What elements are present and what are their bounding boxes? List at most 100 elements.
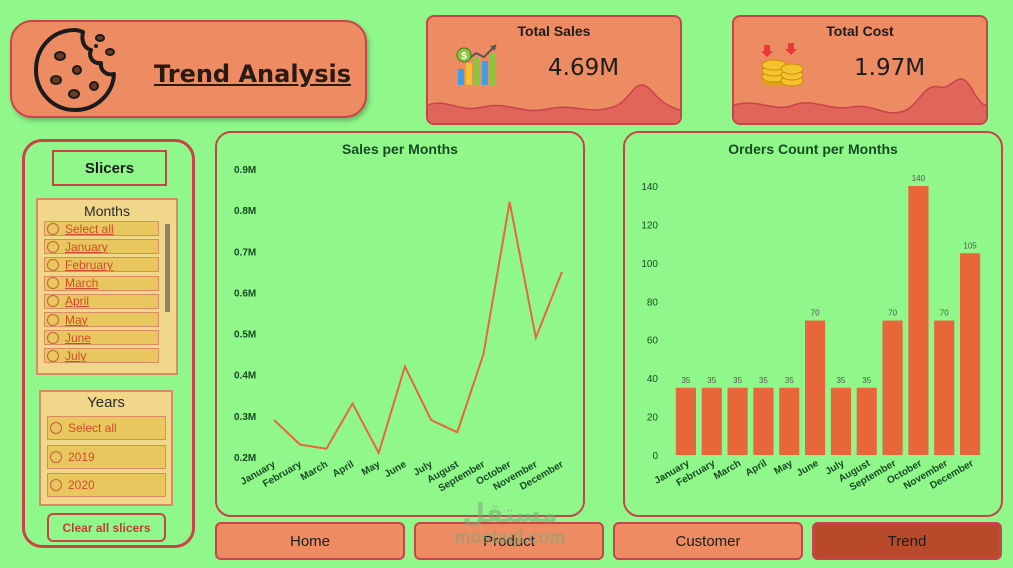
months-slicer: Months Select all January February March Apr… [36, 198, 178, 375]
month-option-label: January [65, 239, 108, 254]
y-tick-label: 0.4M [234, 371, 256, 382]
nav-customer-button[interactable]: Customer [613, 522, 803, 560]
data-label: 70 [888, 309, 897, 318]
radio-icon[interactable] [47, 331, 59, 344]
kpi-sales-title: Total Sales [517, 23, 591, 39]
y-tick-label: 100 [641, 259, 658, 270]
gold-coins-icon [761, 43, 804, 87]
radio-icon[interactable] [47, 258, 59, 271]
sales-sparkline [428, 84, 680, 123]
radio-icon[interactable] [47, 349, 59, 362]
nav-product-button[interactable]: Product [414, 522, 604, 560]
month-option[interactable]: June [44, 330, 159, 346]
radio-icon[interactable] [47, 313, 59, 326]
year-option-label: 2020 [68, 478, 95, 492]
bar [779, 387, 800, 455]
slicers-title: Slicers [52, 150, 167, 186]
bar [856, 387, 877, 455]
slicers-panel: Slicers Months Select all January February… [22, 139, 195, 548]
radio-icon[interactable] [50, 422, 62, 434]
data-label: 105 [963, 241, 977, 250]
clear-slicers-button[interactable]: Clear all slicers [47, 513, 166, 542]
month-option-label: July [65, 348, 87, 363]
kpi-total-cost: Total Cost 1.97M [732, 15, 988, 125]
year-option[interactable]: 2019 [47, 444, 166, 469]
radio-icon[interactable] [50, 450, 62, 463]
bar [830, 387, 851, 455]
year-option-label: Select all [68, 421, 117, 435]
y-tick-label: 60 [647, 336, 659, 347]
radio-icon[interactable] [47, 222, 59, 235]
chart-title: Sales per Months [342, 141, 458, 157]
years-slicer: Years Select all 2019 2020 [39, 390, 173, 506]
month-option[interactable]: February [44, 257, 159, 273]
y-tick-label: 0.3M [234, 412, 256, 423]
radio-icon[interactable] [47, 240, 59, 253]
kpi-cost-value: 1.97M [854, 55, 926, 81]
data-label: 35 [785, 376, 794, 385]
kpi-cost-title: Total Cost [826, 23, 894, 39]
orders-bar-chart: 0 20 40 60 80 100 120 140 35 35 35 35 35 70 35 35 70 140 7… [641, 174, 981, 493]
y-tick-label: 120 [641, 220, 658, 231]
months-scrollbar[interactable] [165, 224, 170, 312]
bar [727, 387, 748, 455]
svg-text:$: $ [461, 51, 467, 62]
month-option-label: April [65, 294, 90, 309]
month-option[interactable]: January [44, 239, 159, 255]
y-tick-label: 0.6M [234, 288, 256, 299]
bar [960, 253, 981, 455]
data-label: 35 [836, 376, 845, 385]
y-tick-label: 40 [647, 374, 659, 385]
bar [805, 320, 826, 455]
radio-icon[interactable] [47, 295, 59, 308]
month-option[interactable]: Select all [44, 221, 159, 236]
bar [908, 186, 929, 455]
month-option[interactable]: March [44, 275, 159, 291]
y-tick-label: 80 [647, 297, 659, 308]
data-label: 35 [759, 376, 768, 385]
nav-trend-button[interactable]: Trend [812, 522, 1002, 560]
x-tick-label: April [744, 458, 769, 479]
x-tick-label: March [712, 458, 743, 482]
year-option-label: 2019 [68, 449, 95, 464]
bar [753, 387, 774, 455]
y-tick-label: 0.2M [234, 453, 256, 464]
cost-sparkline [734, 78, 986, 123]
y-tick-label: 0.9M [234, 165, 256, 176]
month-option-label: March [65, 276, 99, 291]
bar [701, 387, 722, 455]
month-option-label: June [65, 330, 92, 345]
title-card: Trend Analysis [10, 20, 367, 118]
y-tick-label: 0.5M [234, 330, 256, 341]
x-tick-label: June [795, 458, 821, 479]
x-tick-label: May [360, 459, 383, 478]
x-tick-label: June [383, 459, 409, 480]
month-option-label: February [65, 257, 114, 272]
y-tick-label: 0 [652, 451, 658, 462]
sales-per-months-chart: Sales per Months 0.2M 0.3M 0.4M 0.5M 0.6M 0.7… [215, 131, 585, 517]
month-option-label: Select all [65, 221, 114, 236]
data-label: 70 [811, 309, 820, 318]
month-option[interactable]: April [44, 293, 159, 309]
chart-title: Orders Count per Months [728, 141, 898, 157]
year-option[interactable]: Select all [47, 416, 166, 440]
radio-icon[interactable] [50, 479, 62, 491]
year-option[interactable]: 2020 [47, 473, 166, 497]
nav-home-button[interactable]: Home [215, 522, 405, 560]
y-tick-label: 140 [641, 182, 658, 193]
x-tick-label: May [772, 458, 795, 477]
orders-count-per-months-chart: Orders Count per Months 0 20 40 60 80 100 120 1… [623, 131, 1003, 517]
page-title: Trend Analysis [154, 60, 351, 88]
month-option[interactable]: May [44, 312, 159, 327]
data-label: 140 [912, 174, 926, 183]
x-tick-label: March [299, 459, 330, 483]
x-tick-label: April [331, 459, 356, 480]
radio-icon[interactable] [47, 277, 59, 290]
month-option[interactable]: July [44, 348, 159, 364]
bar [882, 320, 903, 455]
month-option-label: May [65, 312, 88, 327]
sales-growth-chart-icon: $ [456, 44, 497, 85]
kpi-total-sales: Total Sales $ 4.69M [426, 15, 682, 125]
kpi-sales-value: 4.69M [548, 55, 620, 81]
cookie-icon [34, 28, 116, 112]
